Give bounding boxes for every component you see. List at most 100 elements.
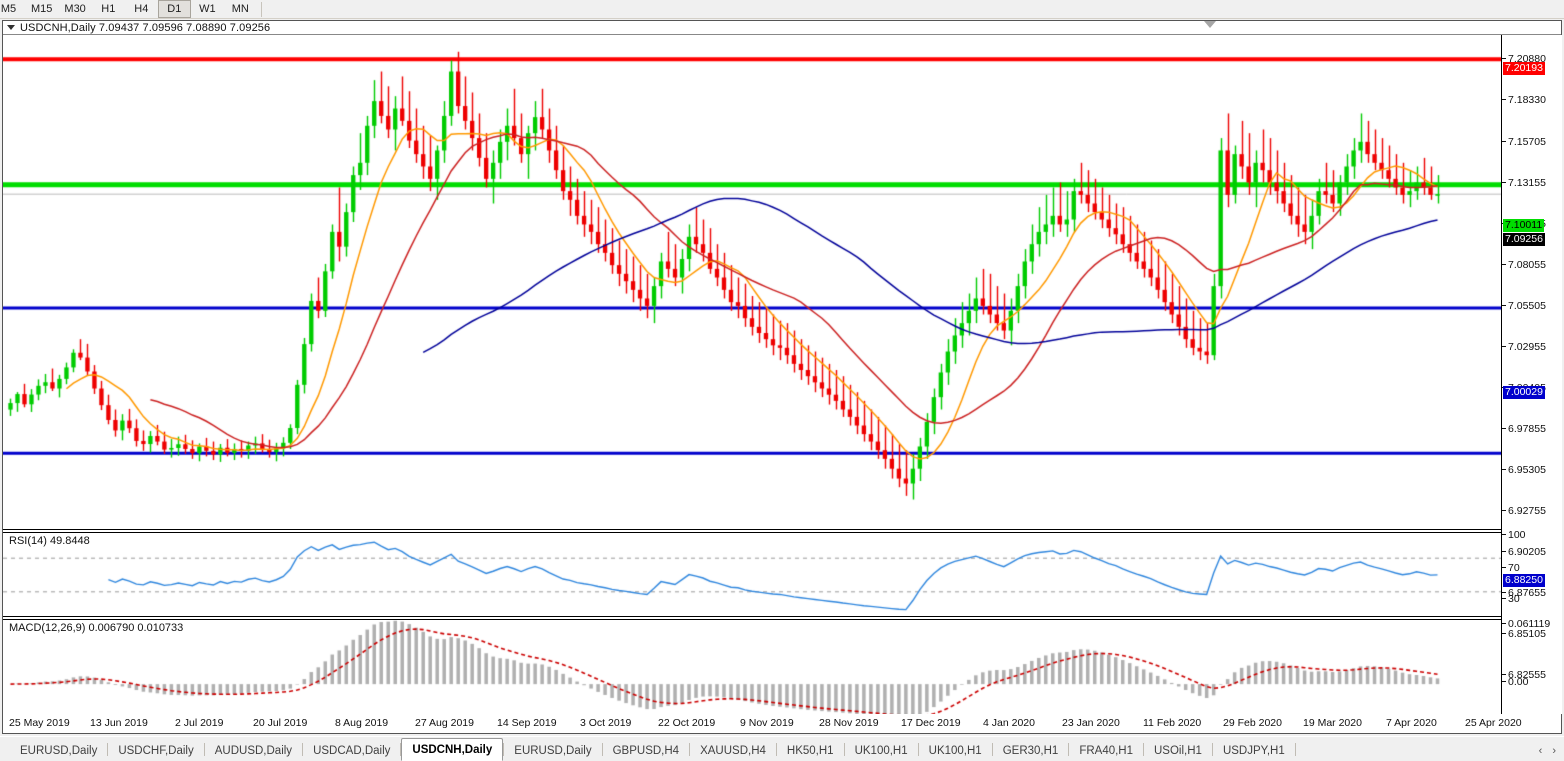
date-label: 8 Aug 2019 [335,717,389,729]
date-label: 7 Apr 2020 [1386,717,1437,729]
price-tick: 6.95305 [1502,465,1546,476]
rsi-tick: 70 [1502,563,1520,574]
chart-tab-hk50-h1[interactable]: HK50,H1 [786,744,834,757]
rsi-pane[interactable]: RSI(14) 49.8448 [3,532,1501,617]
timeframe-button-m30[interactable]: M30 [64,3,86,15]
tab-divider [1143,743,1144,756]
chart-tab-uk100-h1[interactable]: UK100,H1 [928,744,982,757]
tab-divider [601,743,603,756]
timeframe-button-m15[interactable]: M15 [31,3,53,15]
scroll-marker-icon[interactable] [1204,21,1216,28]
date-label: 19 Mar 2020 [1303,717,1362,729]
chart-tab-fra40-h1[interactable]: FRA40,H1 [1079,744,1133,757]
chart-tab-strip: EURUSD,Daily USDCHF,Daily AUDUSD,Daily USDC… [0,736,1564,761]
price-scale[interactable]: 7.208807.183307.157057.131557.106057.080… [1502,35,1562,731]
price-marker-7-09256[interactable]: 7.09256 [1503,233,1545,246]
date-label: 17 Dec 2019 [901,717,961,729]
chart-tab-audusd-daily[interactable]: AUDUSD,Daily [214,744,293,757]
toolbar-divider [260,1,262,17]
price-marker-7-20193[interactable]: 7.20193 [1503,62,1545,75]
tab-divider [991,743,993,756]
chart-tab-usdcnh-daily[interactable]: USDCNH,Daily [401,738,504,761]
chart-tab-eurusd-daily[interactable]: EURUSD,Daily [514,744,592,757]
chart-tab-usdjpy-h1[interactable]: USDJPY,H1 [1222,744,1285,757]
price-tick: 7.08055 [1502,260,1546,271]
tab-nav-buttons: ‹ › [1539,745,1556,757]
chart-tab-uk100-h1[interactable]: UK100,H1 [854,744,908,757]
tab-divider [1068,743,1070,756]
chart-tab-usdcad-daily[interactable]: USDCAD,Daily [313,744,391,757]
tab-divider [775,743,777,756]
rsi-tick: 100 [1502,530,1526,541]
axis-separator [1501,35,1502,731]
timeframe-button-group: M5 M15 M30 H1 H4 D1 W1 MN [0,0,257,18]
rsi-canvas[interactable] [3,533,1501,616]
macd-pane[interactable]: MACD(12,26,9) 0.006790 0.010733 [3,619,1501,731]
chart-titlebar: USDCNH,Daily 7.09437 7.09596 7.08890 7.0… [3,21,1561,35]
time-axis: 25 May 2019 13 Jun 2019 2 Jul 2019 20 Jul 2… [2,714,1562,734]
price-tick: 7.05505 [1502,301,1546,312]
timeframe-button-h4[interactable]: H4 [134,3,149,15]
tab-list: EURUSD,Daily USDCHF,Daily AUDUSD,Daily USDC… [10,738,1296,761]
tab-divider [689,743,691,756]
tab-divider [400,743,402,756]
date-label: 3 Oct 2019 [580,717,632,729]
date-label: 23 Jan 2020 [1062,717,1120,729]
tab-divider [917,743,919,756]
tab-divider [203,743,205,756]
rsi-tick: 30 [1502,594,1520,605]
timeframe-button-d1[interactable]: D1 [157,0,191,18]
price-tick: 7.13155 [1502,178,1546,189]
rsi-indicator-label: RSI(14) 49.8448 [9,535,90,547]
price-marker-7-10011[interactable]: 7.10011 [1503,219,1545,232]
price-tick: 6.97855 [1502,424,1546,435]
symbol-ohlc-label: USDCNH,Daily 7.09437 7.09596 7.08890 7.0… [20,21,271,34]
chart-tab-xauusd-h4[interactable]: XAUUSD,H4 [700,744,766,757]
tab-divider [503,743,505,756]
date-label: 22 Oct 2019 [658,717,716,729]
timeframe-button-w1[interactable]: W1 [199,3,216,15]
chart-tab-usoil-h1[interactable]: USOil,H1 [1154,744,1202,757]
price-pane[interactable] [3,35,1501,530]
price-tick: 6.87655 [1502,588,1546,599]
tab-divider [843,743,845,756]
chart-tab-eurusd-daily[interactable]: EURUSD,Daily [20,744,98,757]
price-tick: 6.85105 [1502,629,1546,640]
macd-tick: 0.061119 [1502,619,1550,630]
timeframe-button-h1[interactable]: H1 [101,3,116,15]
tab-divider [1294,743,1296,756]
tab-next-button[interactable]: › [1552,745,1556,757]
price-tick: 7.18330 [1502,95,1546,106]
price-marker-6-88250[interactable]: 6.88250 [1503,574,1545,587]
tab-divider [107,743,109,756]
date-label: 9 Nov 2019 [740,717,794,729]
date-label: 20 Jul 2019 [253,717,308,729]
date-label: 14 Sep 2019 [497,717,557,729]
macd-indicator-label: MACD(12,26,9) 0.006790 0.010733 [9,622,184,634]
chart-window: USDCNH,Daily 7.09437 7.09596 7.08890 7.0… [2,20,1562,733]
timeframe-button-m5[interactable]: M5 [0,3,17,15]
candlestick-canvas[interactable] [3,35,1501,529]
chart-tab-gbpusd-h4[interactable]: GBPUSD,H4 [612,744,680,757]
price-tick: 7.20880 [1502,54,1546,65]
triangle-down-icon[interactable] [7,25,15,30]
date-label: 2 Jul 2019 [175,717,224,729]
timeframe-toolbar: M5 M15 M30 H1 H4 D1 W1 MN [0,0,1564,19]
tab-divider [302,743,304,756]
chart-tab-usdchf-daily[interactable]: USDCHF,Daily [118,744,194,757]
date-label: 13 Jun 2019 [90,717,148,729]
timeframe-button-mn[interactable]: MN [231,3,249,15]
date-label: 11 Feb 2020 [1143,717,1202,729]
tab-divider [1211,743,1213,756]
price-tick: 6.92755 [1502,506,1546,517]
chart-tab-ger30-h1[interactable]: GER30,H1 [1002,744,1059,757]
tab-prev-button[interactable]: ‹ [1538,745,1543,757]
price-tick: 7.02955 [1502,342,1546,353]
price-tick: 6.90205 [1502,547,1546,558]
date-label: 25 May 2019 [9,717,70,729]
macd-tick: 0.00 [1502,677,1528,688]
macd-canvas[interactable] [3,620,1501,731]
date-label: 28 Nov 2019 [819,717,879,729]
price-marker-7-00029[interactable]: 7.00029 [1503,386,1545,399]
